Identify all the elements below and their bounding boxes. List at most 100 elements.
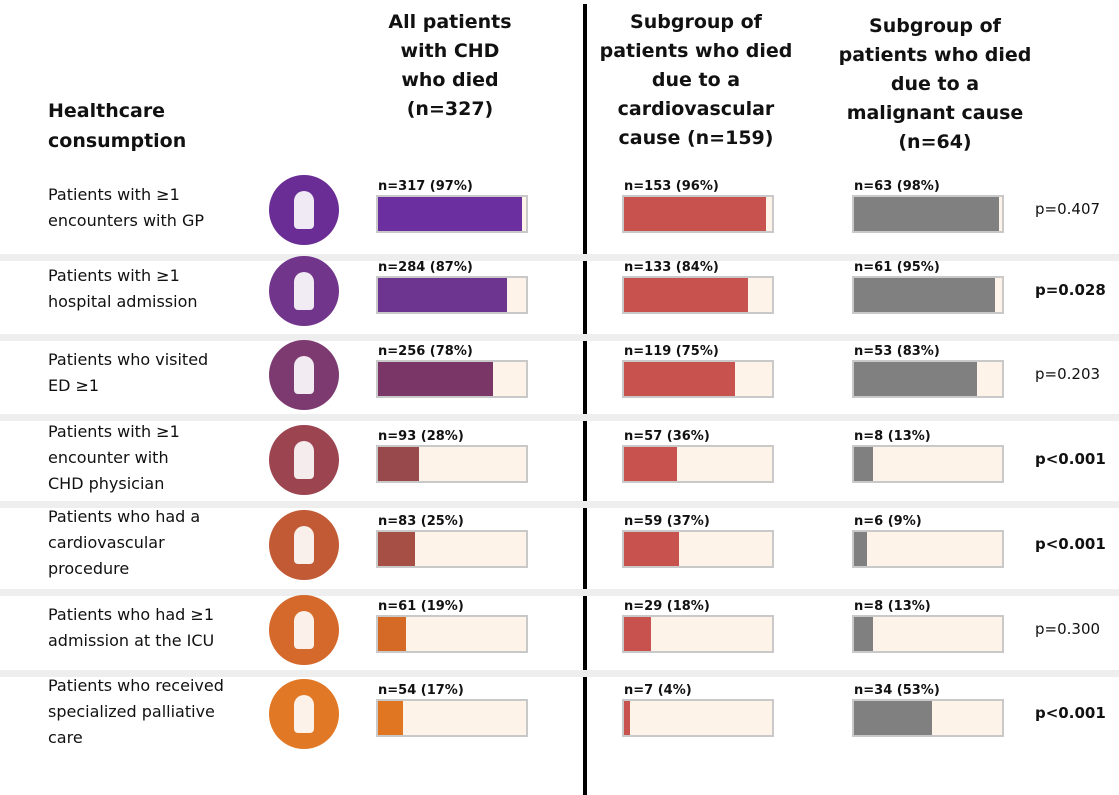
title: Healthcare [48,100,166,122]
bar [854,362,977,396]
bar [378,362,494,396]
p-value: p=0.300 [1035,620,1101,638]
icon [269,340,339,410]
row-label: encounters with GP [48,211,205,230]
value-label: n=284 (87%) [378,260,473,275]
row-label: specialized palliative [48,702,215,721]
bar [624,362,735,396]
bar [854,197,1000,231]
row-label: encounter with [48,448,169,467]
value-label: n=54 (17%) [378,683,464,698]
bar-track [852,699,1004,737]
column-header: due to a [890,73,980,95]
bar [854,532,868,566]
value-label: n=119 (75%) [624,344,719,359]
bar [854,447,874,481]
row-separator [0,254,1119,261]
row-label: Patients who visited [48,350,209,369]
row-label: admission at the ICU [48,631,215,650]
bar-track [622,699,774,737]
bar [624,278,749,312]
bar-track [622,195,774,233]
icon-glyph [294,695,314,733]
bar [378,532,415,566]
bar [624,617,651,651]
bar-track [622,276,774,314]
column-header: cause (n=159) [618,127,774,149]
row-label: Patients who received [48,676,224,695]
icon-glyph [294,356,314,394]
column-header: with CHD [400,40,500,62]
p-value: p<0.001 [1035,704,1106,722]
bar-track [376,195,528,233]
row-separator [0,670,1119,677]
p-value: p=0.407 [1035,200,1101,218]
row-separator [0,334,1119,341]
row-separator [0,501,1119,508]
icon [269,175,339,245]
icon-glyph [294,441,314,479]
icon-glyph [294,611,314,649]
value-label: n=61 (19%) [378,599,464,614]
bar [378,617,407,651]
icon-glyph [294,272,314,310]
bar-track [376,276,528,314]
row-label: cardiovascular [48,533,165,552]
row-label: procedure [48,559,130,578]
bar [624,197,767,231]
value-label: n=133 (84%) [624,260,719,275]
value-label: n=256 (78%) [378,344,473,359]
p-value: p=0.028 [1035,281,1106,299]
p-value: p<0.001 [1035,535,1106,553]
value-label: n=59 (37%) [624,514,710,529]
value-label: n=7 (4%) [624,683,692,698]
bar-track [622,530,774,568]
bar-track [376,360,528,398]
column-header: cardiovascular [617,98,775,120]
bar-track [852,615,1004,653]
row-label: Patients with ≥1 [48,266,180,285]
icon [269,256,339,326]
bar [854,701,933,735]
icon-glyph [294,191,314,229]
bar-track [376,615,528,653]
bar-track [376,699,528,737]
bar [378,197,522,231]
value-label: n=34 (53%) [854,683,940,698]
bar-track [852,445,1004,483]
bar-track [622,445,774,483]
row-separator [0,589,1119,596]
icon [269,510,339,580]
column-header: (n=327) [406,98,494,120]
bar [624,701,630,735]
row-label: care [48,728,83,747]
icon [269,595,339,665]
bar [378,447,420,481]
icon [269,425,339,495]
bar [378,701,404,735]
value-label: n=61 (95%) [854,260,940,275]
value-label: n=63 (98%) [854,179,940,194]
column-header: malignant cause [846,102,1024,124]
row-separator [0,414,1119,421]
bar-track [622,615,774,653]
column-header: Subgroup of [630,11,762,33]
bar [624,447,678,481]
value-label: n=93 (28%) [378,429,464,444]
bar-track [852,530,1004,568]
bar [854,617,874,651]
bar-track [376,445,528,483]
bar [854,278,995,312]
value-label: n=53 (83%) [854,344,940,359]
value-label: n=6 (9%) [854,514,922,529]
row-label: ED ≥1 [48,376,100,395]
icon [269,679,339,749]
value-label: n=29 (18%) [624,599,710,614]
row-label: CHD physician [48,474,165,493]
value-label: n=8 (13%) [854,429,931,444]
value-label: n=8 (13%) [854,599,931,614]
column-header: due to a [651,69,741,91]
value-label: n=317 (97%) [378,179,473,194]
row-label: hospital admission [48,292,198,311]
